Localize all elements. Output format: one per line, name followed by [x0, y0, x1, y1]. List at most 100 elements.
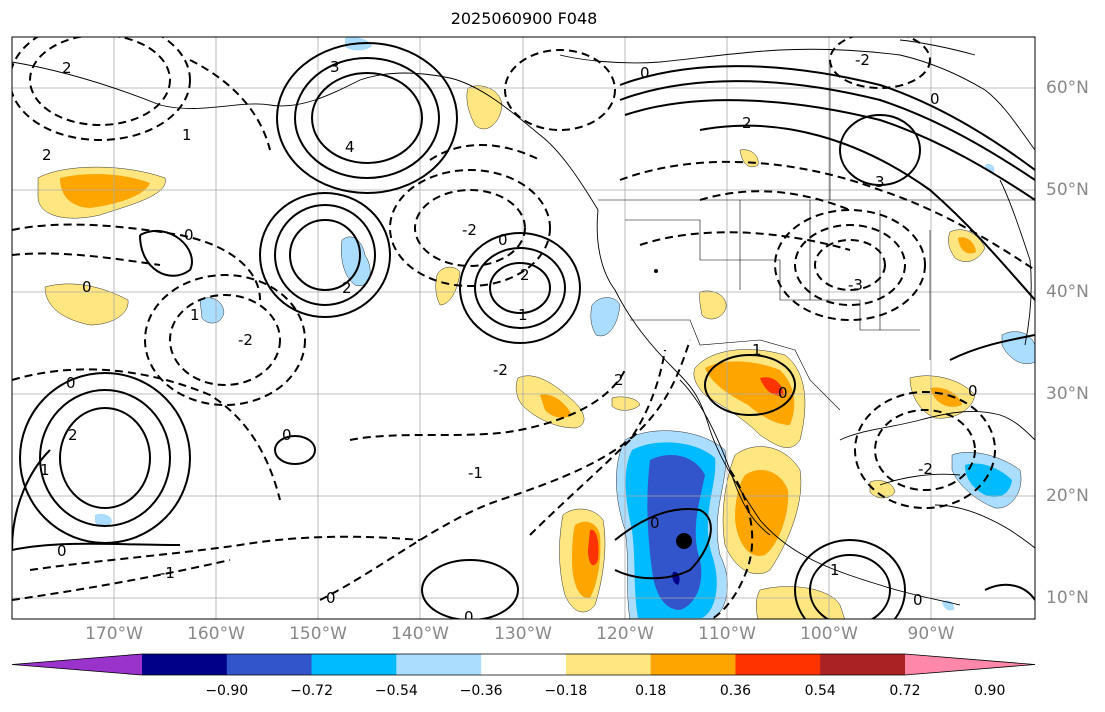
svg-text:2: 2	[520, 266, 530, 284]
svg-text:-2: -2	[238, 331, 253, 349]
svg-text:-2: -2	[918, 460, 933, 478]
anomaly-positive	[958, 237, 976, 254]
lat-label: 40°N	[1046, 282, 1089, 302]
svg-text:1: 1	[190, 306, 200, 324]
svg-text:1: 1	[752, 341, 762, 359]
lon-label: 150°W	[289, 624, 347, 644]
svg-text:0: 0	[282, 426, 292, 444]
colorbar-outline	[11, 653, 1036, 676]
svg-text:-2: -2	[462, 221, 477, 239]
svg-text:0: 0	[778, 384, 788, 402]
colorbar-tick-label: 0.18	[635, 683, 667, 699]
svg-text:2: 2	[342, 279, 352, 297]
svg-text:0: 0	[640, 64, 650, 82]
lat-label: 10°N	[1046, 588, 1089, 608]
lon-label: 130°W	[494, 624, 552, 644]
lon-label: 100°W	[800, 624, 858, 644]
lon-label: 90°W	[907, 624, 955, 644]
lat-label: 30°N	[1046, 384, 1089, 404]
colorbar-segment	[735, 654, 821, 675]
svg-text:0: 0	[66, 374, 76, 392]
lon-label: 110°W	[698, 624, 756, 644]
svg-text:1: 1	[182, 126, 192, 144]
anomaly-negative	[95, 513, 112, 527]
lon-label: 120°W	[596, 624, 654, 644]
svg-text:0: 0	[913, 591, 923, 609]
svg-text:2: 2	[68, 426, 78, 444]
svg-text:0: 0	[326, 589, 336, 607]
svg-text:3: 3	[875, 173, 885, 191]
shaded-anomalies	[37, 37, 1035, 619]
anomaly-positive	[611, 396, 641, 411]
lon-label: 170°W	[85, 624, 143, 644]
contour-labels: 4 3 2 2 1 -2 0 -2 1 0 2 1 0 -1 0 -1 -2 0…	[40, 51, 978, 626]
svg-text:0: 0	[184, 226, 194, 244]
svg-text:1: 1	[518, 306, 528, 324]
storm-center-marker	[676, 533, 692, 549]
svg-text:2: 2	[614, 371, 624, 389]
colorbar-extension-high	[905, 654, 1035, 675]
contours-positive	[12, 42, 1035, 619]
lat-label: 20°N	[1046, 486, 1089, 506]
colorbar-segment	[226, 654, 313, 675]
colorbar-tick-label: 0.90	[974, 683, 1006, 699]
svg-text:0: 0	[82, 278, 92, 296]
svg-text:2: 2	[742, 114, 752, 132]
colorbar-segment	[650, 654, 736, 675]
svg-text:3: 3	[330, 58, 340, 76]
svg-text:1: 1	[830, 561, 840, 579]
anomaly-positive	[435, 266, 461, 306]
svg-text:-1: -1	[160, 564, 175, 582]
colorbar-tick-label: −0.72	[290, 683, 333, 699]
svg-text:4: 4	[345, 138, 355, 156]
svg-text:0: 0	[498, 231, 508, 249]
political-borders	[598, 60, 1035, 411]
svg-text:0: 0	[968, 382, 978, 400]
map-frame	[11, 36, 1036, 620]
coastlines	[12, 39, 1035, 606]
map-panel: 4 3 2 2 1 -2 0 -2 1 0 2 1 0 -1 0 -1 -2 0…	[11, 36, 1036, 626]
svg-text:-2: -2	[493, 361, 508, 379]
anomaly-positive	[756, 586, 845, 619]
colorbar-segment	[142, 654, 228, 675]
svg-text:0: 0	[650, 514, 660, 532]
anomaly-positive	[760, 377, 784, 396]
svg-text:2: 2	[42, 146, 52, 164]
colorbar-extension-low	[12, 654, 142, 675]
svg-text:-1: -1	[468, 464, 483, 482]
colorbar-tick-label: 0.54	[804, 683, 836, 699]
svg-text:0: 0	[464, 608, 474, 626]
lon-label: 140°W	[391, 624, 449, 644]
svg-text:1: 1	[40, 461, 50, 479]
svg-text:2: 2	[62, 59, 72, 77]
colorbar-tick-label: −0.90	[205, 683, 249, 699]
colorbar-segment	[820, 654, 906, 675]
svg-text:0: 0	[57, 542, 67, 560]
colorbar-tick-label: 0.72	[889, 683, 921, 699]
colorbar-tick-label: −0.36	[459, 683, 503, 699]
anomaly-negative	[199, 297, 225, 324]
colorbar-segment	[396, 654, 482, 675]
colorbar	[11, 653, 1036, 676]
map-title: 2025060900 F048	[450, 9, 598, 28]
colorbar-tick-label: −0.18	[544, 683, 588, 699]
anomaly-positive	[588, 529, 599, 566]
colorbar-segment	[481, 654, 567, 675]
anomaly-negative	[590, 297, 621, 337]
colorbar-tick-label: −0.54	[374, 683, 418, 699]
lat-label: 60°N	[1046, 78, 1089, 98]
anomaly-positive	[540, 394, 572, 418]
anomaly-positive	[869, 480, 896, 499]
lat-label: 50°N	[1046, 180, 1089, 200]
svg-text:-3: -3	[848, 276, 863, 294]
svg-text:-2: -2	[855, 51, 870, 69]
colorbar-segment	[565, 654, 652, 675]
colorbar-segment	[311, 654, 397, 675]
contours-negative	[12, 37, 1035, 619]
anomaly-positive	[699, 290, 727, 320]
lon-label: 160°W	[187, 624, 245, 644]
anomaly-positive	[44, 283, 129, 326]
anomaly-positive	[60, 173, 150, 208]
svg-text:0: 0	[930, 90, 940, 108]
city-marker	[654, 269, 658, 273]
